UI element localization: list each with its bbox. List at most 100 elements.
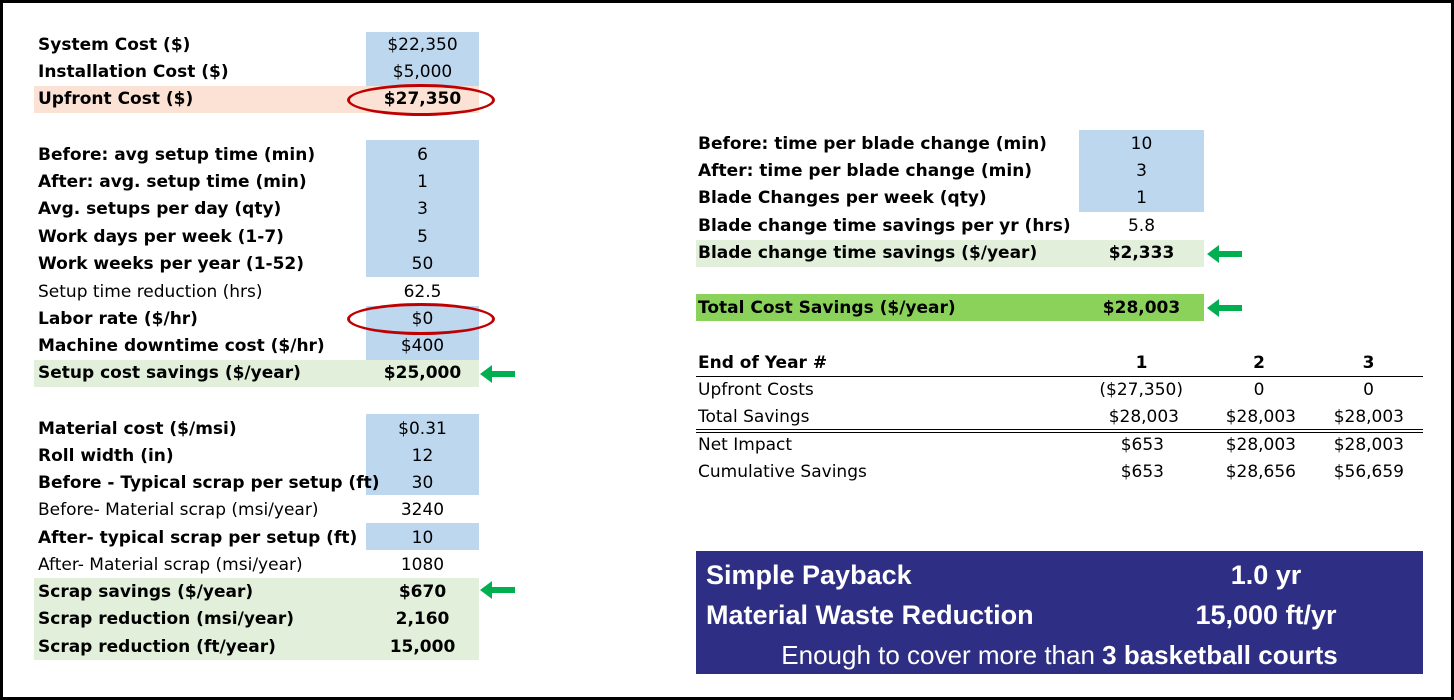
blade-before-value[interactable]: 10 — [1130, 134, 1153, 154]
after-setup-value[interactable]: 1 — [417, 172, 428, 192]
blade-changes-label: Blade Changes per week (qty) — [698, 188, 987, 208]
waste-reduction-value: 15,000 ft/yr — [1195, 600, 1337, 630]
setup-savings-row-bg — [34, 360, 479, 387]
year-header-1: 1 — [1135, 353, 1148, 373]
table-row-cumulative: Cumulative Savings $653 $28,656 $56,659 — [698, 459, 1423, 485]
after-material-scrap-label: After- Material scrap (msi/year) — [38, 555, 303, 575]
after-setup-label: After: avg. setup time (min) — [38, 172, 307, 192]
row-cumulative-label: Cumulative Savings — [698, 462, 867, 482]
blade-savings-label: Blade change time savings ($/year) — [698, 243, 1038, 263]
setup-savings-row: Setup cost savings ($/year) $25,000 — [38, 360, 479, 386]
total-savings-arrow-icon — [1207, 299, 1242, 317]
upfront-cost-label: Upfront Cost ($) — [38, 89, 194, 109]
row-cumulative-y3: $56,659 — [1333, 462, 1404, 482]
setup-reduction-row: Setup time reduction (hrs) 62.5 — [38, 279, 479, 305]
row-net-impact-y1: $653 — [1120, 435, 1164, 455]
row-upfront-y3: 0 — [1363, 380, 1374, 400]
scrap-reduction-ft-row: Scrap reduction (ft/year) 15,000 — [38, 634, 479, 660]
before-scrap-value[interactable]: 30 — [411, 473, 434, 493]
labor-rate-red-ellipse — [347, 303, 495, 335]
before-setup-row: Before: avg setup time (min) 6 — [38, 142, 479, 168]
setups-per-day-label: Avg. setups per day (qty) — [38, 199, 282, 219]
setup-reduction-label: Setup time reduction (hrs) — [38, 282, 263, 302]
setup-savings-arrow-icon — [480, 365, 515, 383]
blade-input-cells — [1079, 130, 1204, 212]
downtime-cost-value[interactable]: $400 — [400, 336, 445, 356]
setups-per-day-value[interactable]: 3 — [417, 199, 428, 219]
after-scrap-row: After- typical scrap per setup (ft) 10 — [38, 525, 479, 551]
year-header-3: 3 — [1362, 353, 1375, 373]
setup-reduction-value: 62.5 — [403, 282, 442, 302]
row-net-impact-y3: $28,003 — [1333, 435, 1404, 455]
row-cumulative-y1: $653 — [1120, 462, 1164, 482]
simple-payback-value: 1.0 yr — [1230, 560, 1302, 590]
total-savings-label: Total Cost Savings ($/year) — [698, 298, 956, 318]
total-savings-row-bg — [696, 294, 1204, 321]
material-input-cells — [366, 414, 479, 495]
upfront-cost-red-ellipse — [347, 84, 495, 116]
row-total-savings-y2: $28,003 — [1225, 407, 1296, 427]
before-material-scrap-row: Before- Material scrap (msi/year) 3240 — [38, 497, 479, 523]
setup-input-cells — [366, 140, 479, 277]
sum-line-1 — [696, 429, 1423, 430]
blade-savings-arrow-icon — [1207, 245, 1242, 263]
blade-savings-row-bg — [696, 240, 1204, 267]
blade-hrs-label: Blade change time savings per yr (hrs) — [698, 216, 1071, 236]
before-material-scrap-label: Before- Material scrap (msi/year) — [38, 500, 319, 520]
system-cost-row: System Cost ($) $22,350 — [38, 32, 479, 58]
downtime-cost-label: Machine downtime cost ($/hr) — [38, 336, 325, 356]
roll-width-value[interactable]: 12 — [411, 446, 434, 466]
work-days-label: Work days per week (1-7) — [38, 227, 284, 247]
blade-changes-value[interactable]: 1 — [1136, 188, 1147, 208]
roll-width-row: Roll width (in) 12 — [38, 443, 479, 469]
work-days-value[interactable]: 5 — [417, 227, 428, 247]
blade-hrs-value: 5.8 — [1127, 216, 1156, 236]
system-install-input-cells — [366, 32, 479, 86]
blade-savings-row: Blade change time savings ($/year) $2,33… — [698, 240, 1204, 266]
row-upfront-y2: 0 — [1253, 380, 1265, 400]
before-setup-value[interactable]: 6 — [417, 145, 428, 165]
scrap-savings-arrow-icon — [480, 581, 515, 599]
blade-after-value[interactable]: 3 — [1136, 161, 1147, 181]
scrap-savings-rows-bg — [34, 578, 479, 660]
work-weeks-label: Work weeks per year (1-52) — [38, 254, 305, 274]
table-row-upfront: Upfront Costs ($27,350) 0 0 — [698, 377, 1423, 403]
row-upfront-label: Upfront Costs — [698, 380, 814, 400]
basketball-note-prefix: Enough to cover more than — [781, 640, 1103, 670]
basketball-note-bold: 3 basketball courts — [1102, 640, 1338, 670]
material-cost-value[interactable]: $0.31 — [398, 419, 447, 439]
sum-line-2 — [696, 432, 1423, 433]
total-savings-row: Total Cost Savings ($/year) $28,003 — [698, 295, 1204, 321]
row-net-impact-y2: $28,003 — [1225, 435, 1296, 455]
work-days-row: Work days per week (1-7) 5 — [38, 224, 479, 250]
table-row-net-impact: Net Impact $653 $28,003 $28,003 — [698, 432, 1423, 458]
before-scrap-label: Before - Typical scrap per setup (ft) — [38, 473, 380, 493]
labor-rate-label: Labor rate ($/hr) — [38, 309, 198, 329]
blade-after-row: After: time per blade change (min) 3 — [698, 158, 1204, 184]
row-cumulative-y2: $28,656 — [1225, 462, 1296, 482]
scrap-reduction-ft-value: 15,000 — [389, 637, 456, 657]
installation-cost-label: Installation Cost ($) — [38, 62, 229, 82]
system-cost-label: System Cost ($) — [38, 35, 191, 55]
simple-payback-label: Simple Payback — [706, 560, 912, 590]
installation-cost-value[interactable]: $5,000 — [392, 62, 453, 82]
before-material-scrap-value: 3240 — [400, 500, 445, 520]
after-scrap-value[interactable]: 10 — [411, 528, 434, 548]
year-header-label: End of Year # — [698, 353, 828, 373]
header-underline — [696, 376, 1423, 377]
row-total-savings-y1: $28,003 — [1108, 407, 1179, 427]
work-weeks-value[interactable]: 50 — [411, 254, 434, 274]
scrap-reduction-ft-label: Scrap reduction (ft/year) — [38, 637, 276, 657]
scrap-savings-label: Scrap savings ($/year) — [38, 582, 254, 602]
year-table-header: End of Year # 1 2 3 — [698, 350, 1423, 376]
scrap-reduction-msi-value: 2,160 — [395, 609, 450, 629]
installation-cost-row: Installation Cost ($) $5,000 — [38, 59, 479, 85]
system-cost-value[interactable]: $22,350 — [387, 35, 458, 55]
scrap-savings-row: Scrap savings ($/year) $670 — [38, 579, 479, 605]
row-total-savings-label: Total Savings — [698, 407, 810, 427]
work-weeks-row: Work weeks per year (1-52) 50 — [38, 251, 479, 277]
blade-savings-value: $2,333 — [1108, 243, 1175, 263]
row-total-savings-y3: $28,003 — [1333, 407, 1404, 427]
waste-reduction-label: Material Waste Reduction — [706, 600, 1034, 630]
row-net-impact-label: Net Impact — [698, 435, 793, 455]
